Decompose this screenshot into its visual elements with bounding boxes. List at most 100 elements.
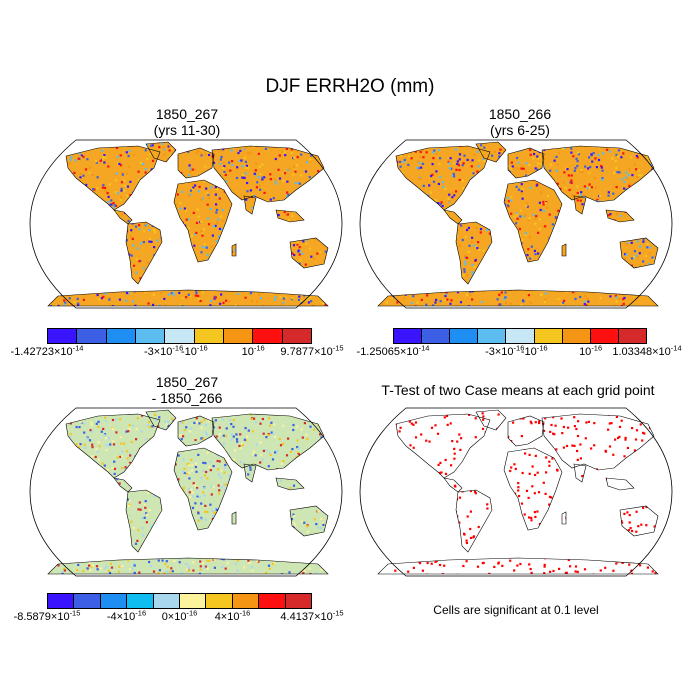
colorbar-swatch (259, 594, 286, 608)
coastline (173, 179, 233, 263)
map-case1 (28, 138, 344, 310)
coastline (541, 145, 655, 203)
colorbar-label: -3×10-16 (485, 343, 525, 358)
coastline (231, 511, 237, 525)
coastline (47, 557, 329, 575)
colorbar-swatch (135, 329, 166, 343)
panel-title-ttest: T-Test of two Case means at each grid po… (381, 382, 655, 398)
figure-title: DJF ERRH2O (mm) (265, 76, 435, 97)
colorbar-label: 4×10-16 (214, 608, 251, 623)
colorbar-label: -10-16 (520, 343, 548, 358)
coastline (619, 505, 659, 537)
coastline (243, 195, 257, 215)
coastline (443, 209, 463, 225)
coastline (145, 141, 177, 163)
colorbar-swatch (618, 329, 646, 343)
coastline (455, 489, 493, 553)
coastline (605, 209, 635, 223)
significance-note: Cells are significant at 0.1 level (433, 603, 599, 617)
colorbar-label: -1.25065×10-14 (356, 343, 430, 358)
colorbar-label: 1.03348×10-14 (612, 343, 682, 358)
map-border (29, 407, 343, 577)
coastline (125, 221, 163, 285)
coastline (443, 477, 463, 493)
map-border (359, 139, 673, 309)
coastline (475, 141, 507, 163)
colorbar-swatch (590, 329, 619, 343)
colorbar-swatch (422, 329, 451, 343)
coastline (561, 511, 567, 525)
colorbar-swatch (506, 329, 535, 343)
map-border (29, 139, 343, 309)
coastline (243, 463, 257, 483)
colorbar-diff: -8.5879×10-15 -4×10-16 0×10-16 4×10-16 4.413… (14, 593, 344, 625)
coastline (573, 463, 587, 483)
colorbar-swatch (180, 594, 207, 608)
colorbar-label: 9.7877×10-15 (280, 343, 344, 358)
colorbar-swatch (534, 329, 563, 343)
colorbar-label: 4.4137×10-15 (280, 608, 344, 623)
coastline (503, 447, 563, 531)
colorbar-swatch (77, 329, 107, 343)
colorbar-label: 10-16 (579, 343, 603, 358)
colorbar-swatch (232, 594, 260, 608)
colorbar-swatch (165, 329, 195, 343)
coastline (395, 145, 491, 211)
colorbar-case2: -1.25065×10-14 -3×10-16 -10-16 10-16 1.03348… (357, 328, 682, 360)
colorbar-swatch (100, 594, 128, 608)
colorbar-swatch (48, 329, 78, 343)
colorbar-label: -1.42723×10-14 (10, 343, 84, 358)
coastline (113, 477, 133, 493)
colorbar-swatch (106, 329, 136, 343)
colorbar-label: 0×10-16 (161, 608, 198, 623)
coastline (503, 179, 563, 263)
panel-title-case2: 1850_266 (yrs 6-25) (488, 106, 552, 138)
coastline (177, 415, 215, 447)
coastline (377, 557, 659, 575)
coastline (377, 289, 659, 307)
coastline (47, 289, 329, 307)
coastline (395, 413, 491, 479)
colorbar-swatch (562, 329, 591, 343)
colorbar-swatch (48, 594, 75, 608)
colorbar-swatch (285, 594, 312, 608)
panel-title-case1: 1850_267 (yrs 11-30) (153, 106, 221, 138)
coastline (173, 447, 233, 531)
colorbar-swatch (223, 329, 254, 343)
colorbar-label: -10-16 (180, 343, 208, 358)
coastline (125, 489, 163, 553)
colorbar-swatch (394, 329, 423, 343)
coastline (65, 145, 161, 211)
colorbar-label: 10-16 (241, 343, 265, 358)
colorbar-swatch (253, 329, 283, 343)
coastline (145, 409, 177, 431)
coastline (289, 505, 329, 537)
coastline (211, 413, 325, 471)
coastline (475, 409, 507, 431)
panel-title-diff: 1850_267 - 1850_266 (151, 374, 223, 406)
coastline (65, 413, 161, 479)
coastline (573, 195, 587, 215)
colorbar-case1: -1.42723×10-14 -3×10-16 -10-16 10-16 9.7877×… (11, 328, 344, 360)
coastline (289, 237, 329, 269)
coastline (507, 415, 545, 447)
map-case2 (358, 138, 674, 310)
colorbar-label: -8.5879×10-15 (13, 608, 81, 623)
colorbar-swatch (450, 329, 479, 343)
colorbar-swatch (74, 594, 101, 608)
coastline (619, 237, 659, 269)
map-border (359, 407, 673, 577)
coastline (541, 413, 655, 471)
coastline (507, 147, 545, 179)
map-diff (28, 406, 344, 578)
map-ttest (358, 406, 674, 578)
coastline (231, 243, 237, 257)
colorbar-label: -3×10-16 (143, 343, 184, 358)
colorbar-swatch (282, 329, 311, 343)
colorbar-swatch (194, 329, 224, 343)
colorbar-swatch (478, 329, 507, 343)
coastline (113, 209, 133, 225)
coastline (211, 145, 325, 203)
coastline (561, 243, 567, 257)
colorbar-swatch (206, 594, 233, 608)
